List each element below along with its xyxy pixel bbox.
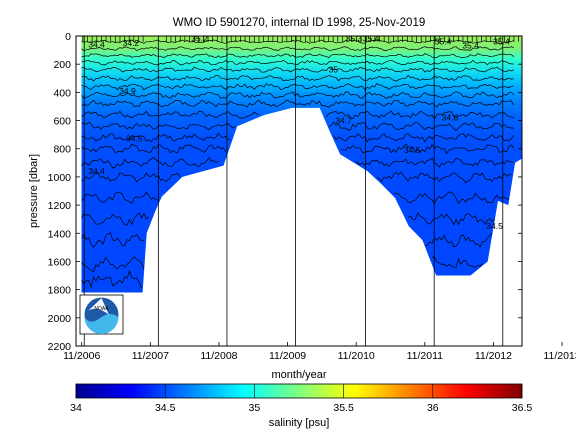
contour-line [81, 171, 512, 184]
contour-label: 35 [329, 65, 339, 75]
contour-label: 34.2 [123, 38, 140, 48]
colorbar-tick-label: 36.5 [512, 402, 533, 414]
contour-line [81, 232, 493, 248]
y-axis-label: pressure [dbar] [28, 154, 40, 228]
x-tick-label: 11/2008 [200, 350, 237, 362]
contour-line [81, 83, 514, 91]
y-tick-label: 600 [53, 116, 71, 128]
x-tick-label: 11/2013 [543, 350, 576, 362]
y-tick-label: 2200 [48, 341, 72, 353]
colorbar-label: salinity [psu] [269, 417, 330, 429]
x-tick-label: 11/2010 [338, 350, 375, 362]
colorbar-ticks: 34 34.5 35 35.5 36 36.5 [70, 384, 532, 414]
colorbar-tick-label: 34 [70, 402, 82, 414]
x-tick-label: 11/2007 [132, 350, 169, 362]
colorbar-tick-label: 35.5 [333, 402, 354, 414]
contour-label: 35.4 [363, 34, 380, 44]
contour-label: 35.4 [435, 36, 452, 46]
contour-label: 34.7 [335, 115, 352, 125]
logo-text: NOAA [94, 306, 109, 312]
colorbar [75, 383, 523, 399]
contour-line [81, 99, 515, 108]
contour-label: 35.4 [493, 36, 510, 46]
y-tick-label: 2000 [48, 313, 72, 325]
contour-label: 35.3 [346, 34, 363, 44]
contour-line [81, 191, 510, 205]
plot-area: 34.4 34.2 35.2 35.3 35.4 35.4 35.4 35.43534.934… [81, 34, 522, 346]
plot-frame [75, 35, 523, 347]
contour-label: 34.5 [486, 221, 503, 231]
contour-label: 35.2 [191, 34, 208, 44]
contour-line [81, 143, 515, 155]
contour-label: 34.5 [404, 145, 421, 155]
contour-label: 35.4 [462, 41, 479, 51]
y-tick-label: 1000 [48, 172, 72, 184]
y-tick-label: 0 [65, 31, 71, 43]
y-tick-label: 200 [53, 59, 71, 71]
y-tick-label: 1400 [48, 228, 72, 240]
contour-line [81, 269, 142, 289]
contour-line [81, 212, 495, 226]
contour-line [81, 53, 515, 59]
y-tick-label: 800 [53, 144, 71, 156]
contour-line [81, 46, 514, 52]
profile-lines [83, 36, 504, 346]
x-tick-label: 11/2011 [407, 350, 444, 362]
y-tick-label: 1200 [48, 200, 72, 212]
y-tick-label: 400 [53, 87, 71, 99]
contour-line [81, 74, 514, 82]
y-tick-label: 1800 [48, 285, 72, 297]
profile-tick-marks [82, 36, 519, 42]
salinity-field [81, 36, 522, 293]
x-axis: 11/2006 11/2007 11/2008 11/2009 11/2010 11/20… [63, 342, 576, 362]
contour-label: 34.4 [88, 39, 105, 49]
contour-line [81, 59, 514, 66]
y-axis: 0 200 400 600 800 1000 1200 1400 1600 1800 2000 220… [48, 31, 522, 353]
x-axis-label: month/year [271, 369, 326, 381]
contour-labels: 34.4 34.2 35.2 35.3 35.4 35.4 35.4 35.43534.934… [88, 34, 510, 231]
noaa-logo: NOAA [79, 294, 124, 335]
contour-line [81, 66, 514, 73]
colorbar-tick-label: 35 [249, 402, 261, 414]
contour-label: 34.5 [126, 134, 143, 144]
contour-line [81, 132, 515, 143]
contour-line [81, 91, 515, 99]
contour-label: 34.4 [88, 166, 105, 176]
contour-label: 34.6 [442, 113, 459, 123]
colorbar-tick-label: 34.5 [155, 402, 176, 414]
contour-label: 34.9 [119, 86, 136, 96]
x-tick-label: 11/2012 [475, 350, 512, 362]
chart-title: WMO ID 5901270, internal ID 1998, 25-Nov… [173, 17, 426, 29]
contour-lines [81, 39, 515, 289]
x-tick-label: 11/2006 [63, 350, 100, 362]
contour-line [81, 39, 514, 44]
contour-line [81, 110, 514, 120]
colorbar-tick-label: 36 [427, 402, 439, 414]
x-tick-label: 11/2009 [269, 350, 306, 362]
y-tick-label: 1600 [48, 256, 72, 268]
